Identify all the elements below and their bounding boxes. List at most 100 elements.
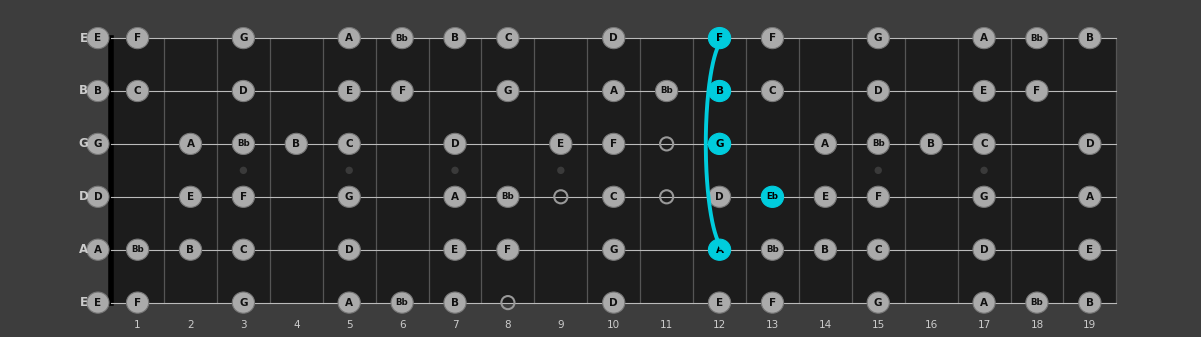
Ellipse shape [179, 186, 202, 207]
Ellipse shape [761, 28, 783, 49]
Ellipse shape [920, 133, 943, 154]
Ellipse shape [232, 292, 255, 313]
Circle shape [240, 167, 247, 174]
Ellipse shape [814, 239, 836, 260]
Text: G: G [716, 139, 724, 149]
Ellipse shape [232, 186, 255, 207]
Text: F: F [769, 33, 776, 43]
Ellipse shape [867, 81, 890, 101]
Text: A: A [1086, 192, 1094, 202]
Circle shape [716, 201, 723, 209]
Text: C: C [769, 86, 776, 96]
Ellipse shape [497, 239, 519, 260]
Text: B: B [292, 139, 300, 149]
Text: G: G [94, 139, 102, 149]
Ellipse shape [497, 28, 519, 49]
Text: F: F [135, 298, 142, 308]
Text: A: A [610, 86, 617, 96]
Ellipse shape [86, 28, 109, 49]
Text: A: A [79, 243, 88, 256]
Ellipse shape [497, 186, 519, 207]
Text: 12: 12 [713, 320, 727, 330]
Circle shape [874, 167, 882, 174]
Text: D: D [609, 298, 619, 308]
Ellipse shape [603, 292, 625, 313]
Ellipse shape [709, 292, 730, 313]
Ellipse shape [339, 186, 360, 207]
Ellipse shape [973, 239, 996, 260]
Text: E: E [79, 32, 88, 44]
Ellipse shape [444, 133, 466, 154]
Ellipse shape [444, 239, 466, 260]
Ellipse shape [603, 28, 625, 49]
Ellipse shape [761, 81, 783, 101]
Ellipse shape [867, 239, 890, 260]
Text: E: E [980, 86, 987, 96]
Text: D: D [94, 192, 102, 202]
Text: E: E [557, 139, 564, 149]
Text: G: G [239, 33, 247, 43]
Ellipse shape [86, 133, 109, 154]
Ellipse shape [126, 239, 149, 260]
Ellipse shape [603, 133, 625, 154]
Text: 5: 5 [346, 320, 353, 330]
Text: D: D [716, 192, 724, 202]
Text: Bb: Bb [237, 140, 250, 148]
Ellipse shape [603, 81, 625, 101]
Ellipse shape [126, 28, 149, 49]
Ellipse shape [339, 28, 360, 49]
Text: B: B [1086, 298, 1094, 308]
Text: 15: 15 [872, 320, 885, 330]
Text: F: F [610, 139, 617, 149]
Text: B: B [186, 245, 195, 255]
Text: G: G [609, 245, 619, 255]
Text: D: D [345, 245, 353, 255]
Text: 17: 17 [978, 320, 991, 330]
Text: F: F [240, 192, 247, 202]
Ellipse shape [814, 186, 836, 207]
Text: 13: 13 [766, 320, 779, 330]
Text: D: D [450, 139, 459, 149]
Text: G: G [980, 192, 988, 202]
Text: E: E [95, 33, 101, 43]
Text: F: F [135, 33, 142, 43]
Ellipse shape [761, 186, 783, 207]
Text: B: B [1086, 33, 1094, 43]
Text: B: B [452, 298, 459, 308]
Text: 6: 6 [399, 320, 406, 330]
Text: G: G [345, 192, 353, 202]
Text: E: E [346, 86, 353, 96]
Ellipse shape [392, 81, 413, 101]
Ellipse shape [867, 186, 890, 207]
Ellipse shape [444, 186, 466, 207]
Circle shape [452, 167, 459, 174]
Ellipse shape [1026, 292, 1048, 313]
Text: A: A [716, 245, 723, 255]
Text: E: E [1086, 245, 1093, 255]
Ellipse shape [339, 133, 360, 154]
Ellipse shape [709, 81, 730, 101]
Text: G: G [874, 298, 883, 308]
Text: E: E [95, 298, 101, 308]
Text: C: C [504, 33, 512, 43]
FancyBboxPatch shape [68, 0, 1133, 337]
Text: G: G [874, 33, 883, 43]
Ellipse shape [339, 292, 360, 313]
Text: A: A [821, 139, 830, 149]
Text: 16: 16 [925, 320, 938, 330]
Ellipse shape [232, 81, 255, 101]
Text: 14: 14 [819, 320, 832, 330]
Ellipse shape [86, 186, 109, 207]
Text: B: B [79, 85, 88, 97]
Ellipse shape [179, 133, 202, 154]
Text: A: A [345, 33, 353, 43]
Text: D: D [239, 86, 247, 96]
Ellipse shape [867, 133, 890, 154]
Text: A: A [980, 298, 988, 308]
Text: C: C [610, 192, 617, 202]
Ellipse shape [444, 292, 466, 313]
Ellipse shape [1078, 292, 1101, 313]
FancyBboxPatch shape [112, 38, 1116, 303]
Ellipse shape [1026, 28, 1048, 49]
Text: F: F [874, 192, 882, 202]
